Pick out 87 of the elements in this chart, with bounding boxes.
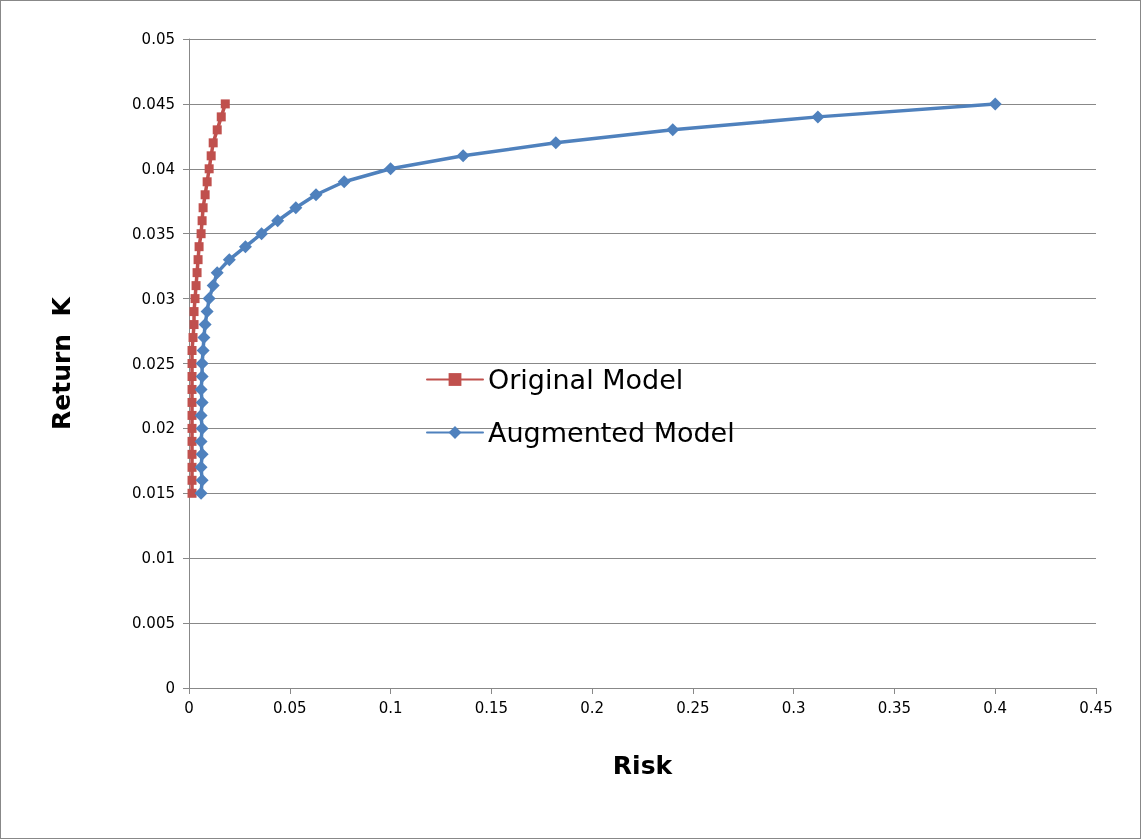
point	[187, 423, 197, 433]
x-tick-label: 0.25	[676, 698, 710, 717]
point	[194, 382, 208, 396]
y-tick-label: 0	[165, 679, 175, 697]
point	[196, 344, 210, 358]
y-tick-label: 0.005	[132, 614, 175, 633]
point	[193, 255, 203, 265]
point	[222, 253, 236, 267]
point	[216, 112, 226, 122]
x-tick-label: 0.3	[781, 698, 806, 717]
legend-label: Augmented Model	[488, 417, 735, 448]
point	[666, 123, 680, 137]
x-tick-label: 0	[184, 698, 194, 717]
point	[188, 333, 198, 343]
point	[195, 473, 209, 487]
point	[204, 164, 214, 174]
point	[202, 177, 212, 187]
point	[194, 434, 208, 448]
point	[187, 449, 197, 459]
y-tick-label: 0.05	[141, 30, 175, 48]
point	[191, 281, 201, 291]
point	[255, 227, 269, 241]
point	[195, 369, 209, 383]
point	[202, 292, 216, 306]
point	[194, 460, 208, 474]
point	[811, 110, 825, 124]
point	[187, 436, 197, 446]
point	[195, 421, 209, 435]
point	[337, 175, 351, 189]
point	[187, 346, 197, 356]
point	[456, 149, 470, 163]
x-tick-label: 0.45	[1079, 698, 1113, 717]
x-tick-label: 0.15	[474, 698, 509, 717]
point	[194, 486, 208, 500]
point	[384, 162, 398, 176]
y-tick-label: 0.025	[132, 354, 175, 373]
x-tick-label: 0.35	[877, 698, 912, 717]
point	[208, 138, 218, 148]
point	[196, 229, 206, 239]
point	[289, 201, 303, 215]
point	[212, 125, 222, 135]
y-tick-label: 0.035	[132, 224, 175, 243]
point	[187, 384, 197, 394]
point	[220, 99, 230, 109]
y-tick-label: 0.015	[132, 484, 175, 503]
point	[195, 447, 209, 461]
point	[206, 279, 220, 293]
point	[988, 97, 1002, 111]
x-tick-label: 0.2	[580, 698, 605, 717]
point	[198, 203, 208, 213]
point	[195, 357, 209, 370]
point	[189, 307, 199, 317]
point	[187, 488, 197, 498]
x-tick-label: 0.4	[983, 698, 1008, 717]
point	[194, 408, 208, 422]
x-tick-label: 0.1	[378, 698, 403, 717]
y-tick-label: 0.02	[141, 419, 175, 438]
point	[187, 371, 197, 381]
point	[271, 214, 285, 228]
point	[187, 410, 197, 420]
y-tick-label: 0.03	[141, 289, 175, 308]
point	[192, 268, 202, 278]
point	[206, 151, 216, 161]
y-tick-label: 0.01	[141, 549, 175, 568]
point	[190, 294, 200, 304]
point	[309, 188, 323, 202]
y-axis-title: Return K	[47, 295, 76, 430]
point	[238, 240, 252, 254]
point	[187, 359, 197, 368]
point	[195, 395, 209, 409]
point	[200, 190, 210, 200]
x-axis-title: Risk	[612, 751, 674, 780]
point	[549, 136, 563, 150]
point	[187, 397, 197, 407]
point	[194, 242, 204, 252]
legend-label: Original Model	[488, 364, 684, 395]
point	[197, 216, 207, 226]
point	[210, 266, 224, 280]
y-tick-label: 0.04	[141, 159, 175, 178]
point	[187, 475, 197, 485]
x-tick-label: 0.05	[273, 698, 307, 717]
point	[187, 462, 197, 472]
y-tick-label: 0.045	[132, 94, 175, 113]
point	[198, 318, 212, 332]
point	[200, 305, 214, 319]
point	[197, 331, 211, 345]
point	[189, 320, 199, 330]
